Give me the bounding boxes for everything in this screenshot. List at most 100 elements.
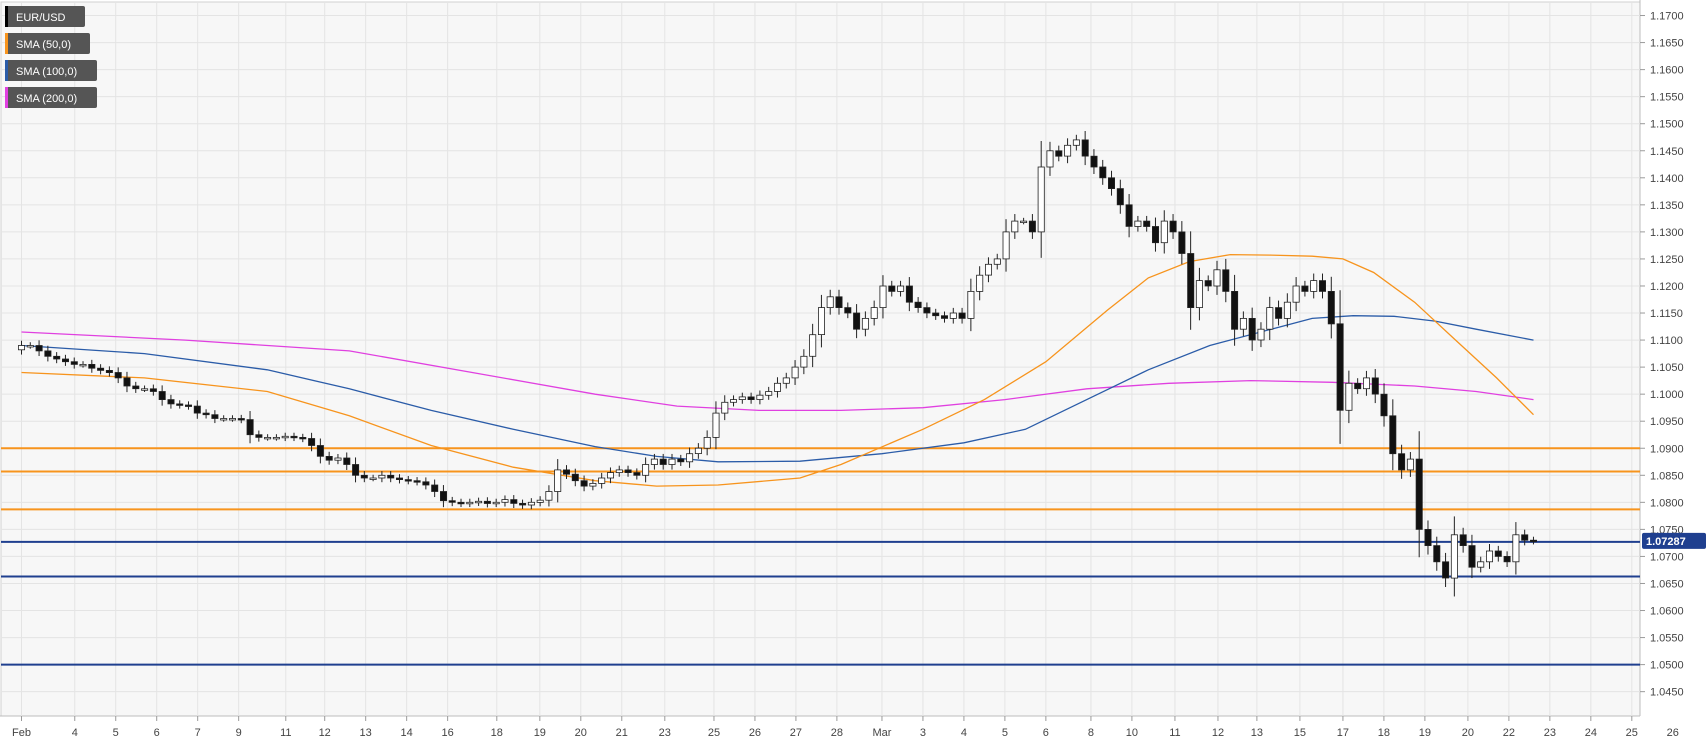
x-tick-label: 12 (1212, 727, 1224, 739)
candle-down (1468, 545, 1476, 568)
legend-color-swatch (5, 87, 8, 108)
candle-up (492, 501, 500, 505)
candle-down (624, 469, 632, 473)
y-tick-label: 1.1400 (1650, 173, 1684, 185)
candle-down (255, 434, 263, 438)
legend-label: SMA (200,0) (16, 93, 77, 105)
candle-down (1222, 269, 1230, 292)
y-tick-label: 1.0850 (1650, 470, 1684, 482)
candle-down (677, 458, 685, 463)
candle-down (88, 363, 96, 369)
candle-down (1530, 539, 1538, 543)
candle-up (809, 334, 817, 357)
candle-down (211, 414, 219, 419)
candle-up (949, 312, 957, 319)
candle-up (1011, 220, 1019, 233)
last-price-badge (1642, 532, 1706, 549)
candle-up (738, 396, 746, 400)
candle-down (1143, 220, 1151, 227)
candle-down (448, 500, 456, 503)
legend-color-swatch (5, 6, 8, 27)
candle-up (1195, 280, 1203, 309)
candle-up (378, 474, 386, 479)
candle-up (1064, 144, 1072, 157)
candle-down (1248, 317, 1256, 341)
x-tick-label: 14 (401, 727, 413, 739)
candle-down (1055, 150, 1063, 157)
candle-up (800, 355, 808, 368)
x-tick-label: 5 (1002, 727, 1008, 739)
x-tick-label: 4 (72, 727, 78, 739)
x-tick-label: 26 (1667, 727, 1679, 739)
x-tick-label: 13 (1251, 727, 1263, 739)
candle-up (536, 499, 544, 503)
y-tick-label: 1.1600 (1650, 65, 1684, 77)
candle-down (1125, 204, 1133, 227)
candle-up (879, 285, 887, 309)
candle-up (694, 447, 702, 455)
candle-up (1406, 458, 1414, 471)
candle-down (308, 438, 316, 446)
candle-down (923, 307, 931, 314)
candle-up (993, 258, 1001, 265)
candle-down (1116, 188, 1124, 206)
x-tick-label: 8 (1088, 727, 1094, 739)
candle-up (26, 345, 34, 348)
candle-down (853, 312, 861, 330)
y-tick-label: 1.0800 (1650, 497, 1684, 509)
x-tick-label: 11 (280, 727, 291, 739)
candle-up (1512, 534, 1520, 563)
y-tick-label: 1.1300 (1650, 227, 1684, 239)
y-tick-label: 1.0450 (1650, 687, 1684, 699)
candle-down (1521, 534, 1529, 541)
y-tick-label: 1.1000 (1650, 389, 1684, 401)
x-tick-label: 25 (1626, 727, 1638, 739)
candle-down (1108, 177, 1116, 190)
y-tick-label: 1.0550 (1650, 633, 1684, 645)
legend-label: SMA (100,0) (16, 66, 77, 78)
legend-color-swatch (5, 60, 8, 81)
plot-area (0, 1, 1641, 717)
candle-up (1266, 307, 1274, 330)
y-tick-label: 1.1100 (1650, 335, 1683, 347)
candle-up (1239, 317, 1247, 330)
x-axis-panel (0, 716, 1640, 744)
candle-up (826, 296, 834, 308)
x-tick-label: 24 (1585, 727, 1597, 739)
y-tick-label: 1.1200 (1650, 281, 1684, 293)
candle-up (1160, 220, 1168, 244)
x-tick-label: 5 (113, 727, 119, 739)
candle-down (1442, 561, 1450, 579)
candle-down (1204, 280, 1212, 287)
candle-down (325, 455, 333, 461)
candle-down (1301, 285, 1309, 292)
last-price-label: 1.07287 (1646, 536, 1686, 548)
x-tick-label: 17 (1337, 727, 1349, 739)
x-tick-label: 23 (1544, 727, 1556, 739)
candle-down (888, 285, 896, 292)
candle-up (466, 501, 474, 505)
candle-up (1292, 285, 1300, 303)
candle-down (413, 480, 421, 483)
x-tick-label: 16 (442, 727, 454, 739)
sma-100-line (21, 315, 1534, 463)
candle-down (835, 296, 843, 308)
candle-up (79, 363, 87, 367)
candle-up (334, 457, 342, 461)
candle-down (1371, 377, 1379, 395)
candle-down (176, 403, 184, 406)
candle-down (343, 457, 351, 465)
candle-up (228, 418, 236, 421)
candle-up (1134, 220, 1142, 227)
y-tick-label: 1.1450 (1650, 146, 1684, 158)
legend-label: SMA (50,0) (16, 39, 71, 51)
x-tick-label: 23 (659, 727, 671, 739)
sma-50-line (21, 253, 1534, 487)
x-tick-label: 15 (1294, 727, 1306, 739)
candle-down (905, 285, 913, 303)
x-tick-label: 6 (1043, 727, 1049, 739)
y-tick-label: 1.1250 (1650, 254, 1684, 266)
candle-down (1187, 253, 1195, 308)
candle-down (1389, 415, 1397, 455)
candle-down (290, 435, 298, 439)
